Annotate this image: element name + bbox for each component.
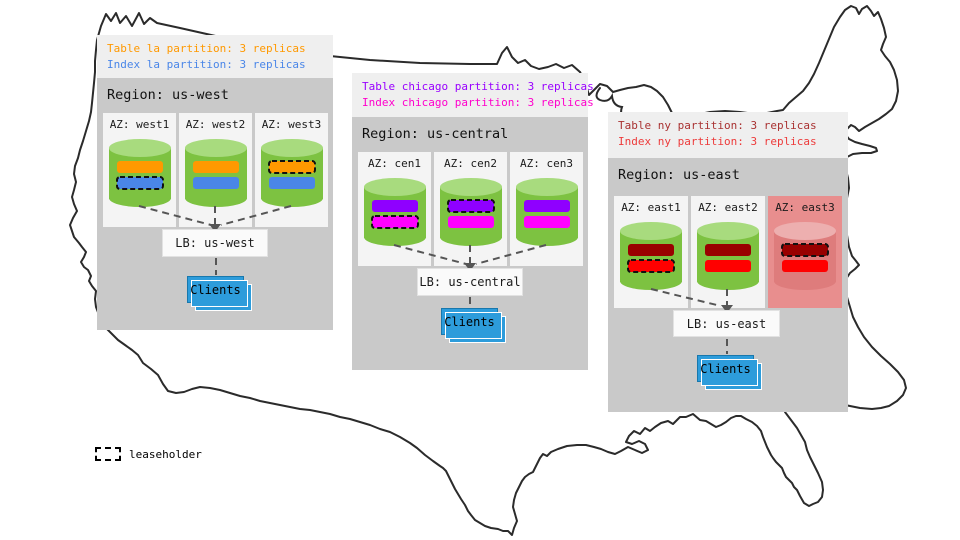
annotation-table-partition: Table ny partition: 3 replicas [618, 119, 817, 132]
leaseholder-swatch-icon [95, 447, 121, 461]
az-row-us-east: AZ: east1 AZ: east2 [614, 196, 842, 308]
clients-box-us-west: Clients [187, 276, 252, 311]
az-cell-cen3: AZ: cen3 [510, 152, 583, 266]
table-partition-replica [371, 200, 418, 212]
index-partition-replica [782, 260, 828, 272]
az-cell-east2: AZ: east2 [691, 196, 765, 308]
load-balancer-us-central: LB: us-central [417, 268, 523, 296]
database-cylinder-icon [363, 178, 426, 246]
region-panel-us-central: Region: us-central AZ: cen1 AZ: cen2 [352, 117, 588, 370]
az-cell-west2: AZ: west2 [179, 113, 252, 227]
az-cell-cen2: AZ: cen2 [434, 152, 507, 266]
index-partition-replica [115, 176, 164, 190]
annotation-table-partition: Table chicago partition: 3 replicas [362, 80, 594, 93]
az-label: AZ: west2 [185, 118, 246, 131]
database-cylinder-icon [697, 222, 759, 290]
annotation-us-central: Table chicago partition: 3 replicas Inde… [352, 73, 594, 117]
region-title-us-east: Region: us-east [618, 167, 740, 183]
index-partition-replica [268, 177, 315, 189]
database-cylinder-icon [184, 139, 247, 207]
region-panel-us-east: Region: us-east AZ: east1 AZ: east2 [608, 158, 848, 412]
database-cylinder-icon [108, 139, 171, 207]
database-cylinder-icon [260, 139, 323, 207]
az-cell-east1: AZ: east1 [614, 196, 688, 308]
legend: leaseholder [95, 447, 202, 461]
database-cylinder-icon [515, 178, 578, 246]
table-partition-replica [781, 243, 829, 257]
region-title-us-central: Region: us-central [362, 126, 509, 142]
region-panel-us-west: Region: us-west AZ: west1 AZ: west2 [97, 78, 333, 330]
legend-label: leaseholder [129, 447, 202, 461]
index-partition-replica [370, 215, 419, 229]
table-partition-replica [267, 160, 316, 174]
az-cell-west1: AZ: west1 [103, 113, 176, 227]
index-partition-replica [523, 216, 570, 228]
table-partition-replica [523, 200, 570, 212]
az-label: AZ: east3 [775, 201, 835, 214]
annotation-index-partition: Index chicago partition: 3 replicas [362, 96, 594, 109]
annotation-us-west: Table la partition: 3 replicas Index la … [97, 35, 333, 78]
index-partition-replica [627, 259, 675, 273]
annotation-table-partition: Table la partition: 3 replicas [107, 42, 306, 55]
database-cylinder-icon [439, 178, 502, 246]
database-cylinder-icon [774, 222, 836, 290]
index-partition-replica [192, 177, 239, 189]
az-cell-west3: AZ: west3 [255, 113, 328, 227]
az-label: AZ: west3 [261, 118, 322, 131]
az-row-us-west: AZ: west1 AZ: west2 [103, 113, 328, 227]
annotation-index-partition: Index la partition: 3 replicas [107, 58, 306, 71]
az-label: AZ: west1 [109, 118, 170, 131]
az-label: AZ: east1 [621, 201, 681, 214]
table-partition-replica [116, 161, 163, 173]
clients-box-us-central: Clients [441, 308, 506, 343]
annotation-us-east: Table ny partition: 3 replicas Index ny … [608, 112, 848, 158]
database-cylinder-icon [620, 222, 682, 290]
us-coastline-path [69, 5, 907, 536]
load-balancer-us-west: LB: us-west [162, 229, 268, 257]
region-title-us-west: Region: us-west [107, 87, 229, 103]
table-partition-replica [192, 161, 239, 173]
table-partition-replica [628, 244, 674, 256]
az-label: AZ: cen1 [368, 157, 421, 170]
clients-box-us-east: Clients [697, 355, 762, 390]
az-cell-east3: AZ: east3 [768, 196, 842, 308]
index-partition-replica [705, 260, 751, 272]
table-partition-replica [446, 199, 495, 213]
az-cell-cen1: AZ: cen1 [358, 152, 431, 266]
az-label: AZ: cen3 [520, 157, 573, 170]
table-partition-replica [705, 244, 751, 256]
az-label: AZ: cen2 [444, 157, 497, 170]
index-partition-replica [447, 216, 494, 228]
load-balancer-us-east: LB: us-east [673, 310, 780, 337]
az-label: AZ: east2 [698, 201, 758, 214]
annotation-index-partition: Index ny partition: 3 replicas [618, 135, 817, 148]
az-row-us-central: AZ: cen1 AZ: cen2 [358, 152, 583, 266]
